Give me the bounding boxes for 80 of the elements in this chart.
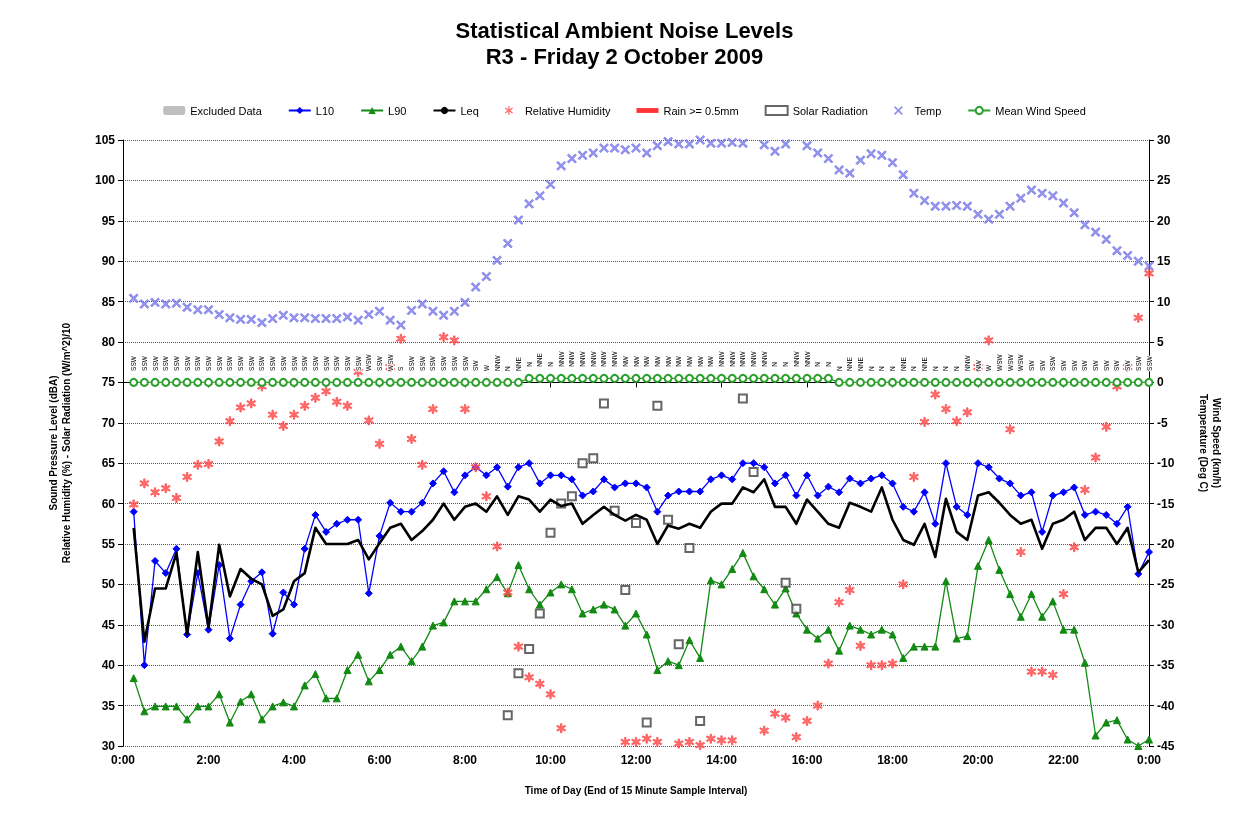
- y-tick-label: 80: [101, 335, 116, 349]
- chart-subtitle: R3 - Friday 2 October 2009: [485, 43, 764, 69]
- point: [663, 514, 674, 525]
- point: [641, 717, 652, 728]
- point: [502, 710, 513, 721]
- y-tick-label: 75: [101, 375, 116, 390]
- y2-tick-label: -40: [1157, 698, 1175, 713]
- x-tick-label: 4:00: [281, 753, 307, 767]
- legend-label: Leq: [460, 104, 479, 117]
- point: [673, 639, 684, 650]
- x-tick-label: 0:00: [1136, 753, 1162, 767]
- y-tick-label: 35: [101, 698, 116, 713]
- y2-tick-label: -45: [1157, 739, 1175, 753]
- point: [588, 453, 599, 464]
- legend-label: Relative Humidity: [524, 104, 611, 117]
- y-tick-label: 100: [94, 173, 116, 188]
- point: [545, 527, 556, 538]
- x-tick-label: 0:00: [110, 753, 136, 767]
- x-tick-label: 12:00: [620, 753, 652, 767]
- legend-label: L90: [388, 104, 407, 117]
- y-tick-label: 90: [101, 254, 116, 269]
- y2-tick-label: -20: [1157, 537, 1175, 551]
- point: [791, 603, 802, 614]
- point: [598, 398, 609, 409]
- x-tick-label: 20:00: [962, 753, 994, 767]
- point: [577, 458, 588, 469]
- y-tick-label: 55: [101, 537, 116, 551]
- y-tick-label: 50: [101, 577, 116, 592]
- y2-tick-label: 30: [1157, 133, 1171, 147]
- chart-title: Statistical Ambient Noise Levels: [455, 17, 794, 43]
- y-tick-label: 30: [101, 739, 116, 753]
- y2-tick-label: -10: [1157, 456, 1175, 471]
- y2-tick-label: -30: [1157, 617, 1175, 632]
- x-tick-label: 6:00: [367, 753, 392, 767]
- point: [748, 467, 759, 478]
- point: [652, 400, 663, 411]
- y-axis-title: Sound Pressure Level (dBA) Relative Humidity (%) - Solar Radiation (W/m^2)/10: [48, 322, 72, 564]
- point: [684, 543, 695, 554]
- x-tick-label: 2:00: [196, 753, 221, 767]
- y2-tick-label: 20: [1157, 213, 1171, 228]
- x-tick-label: 16:00: [791, 753, 823, 767]
- legend-label: Temp: [914, 104, 942, 117]
- y-tick-label: 45: [101, 617, 116, 632]
- y-tick-label: 105: [94, 133, 116, 147]
- point: [780, 577, 791, 588]
- x-tick-label: 14:00: [706, 753, 738, 767]
- point: [566, 491, 577, 502]
- legend-label: Rain >= 0.5mm: [663, 104, 739, 117]
- y2-tick-label: 25: [1157, 173, 1171, 188]
- y-tick-label: 85: [101, 294, 116, 309]
- point: [513, 668, 524, 679]
- y2-tick-label: -25: [1157, 577, 1175, 592]
- point: [534, 608, 545, 619]
- point: [695, 715, 706, 726]
- x-tick-label: 22:00: [1048, 753, 1080, 767]
- y-tick-label: 95: [101, 213, 116, 228]
- x-axis-title: Time of Day (End of 15 Minute Sample Interval): [524, 785, 748, 796]
- y2-tick-label: 10: [1157, 294, 1171, 309]
- y-tick-label: 65: [101, 456, 116, 471]
- y-tick-label: 60: [101, 496, 116, 511]
- x-tick-label: 10:00: [535, 753, 567, 767]
- y2-tick-label: 5: [1157, 335, 1164, 349]
- point: [737, 393, 748, 404]
- y2-axis-title: Wind Speed (km/h) Temperature (Deg C): [1198, 393, 1222, 493]
- legend-label: L10: [315, 104, 335, 117]
- x-tick-label: 18:00: [877, 753, 909, 767]
- legend-label: Solar Radiation: [792, 104, 868, 117]
- y2-tick-label: -15: [1157, 496, 1175, 511]
- y-tick-label: 70: [101, 415, 116, 430]
- y2-tick-label: 15: [1157, 254, 1171, 269]
- x-tick-label: 8:00: [452, 753, 478, 767]
- legend-label: Excluded Data: [190, 104, 263, 117]
- y2-tick-label: -5: [1157, 415, 1168, 430]
- legend-label: Mean Wind Speed: [995, 104, 1086, 117]
- y2-tick-label: -35: [1157, 658, 1175, 673]
- y-tick-label: 40: [101, 658, 116, 673]
- point: [524, 644, 535, 655]
- point: [631, 517, 641, 528]
- point: [620, 585, 631, 596]
- y2-tick-label: 0: [1157, 375, 1164, 390]
